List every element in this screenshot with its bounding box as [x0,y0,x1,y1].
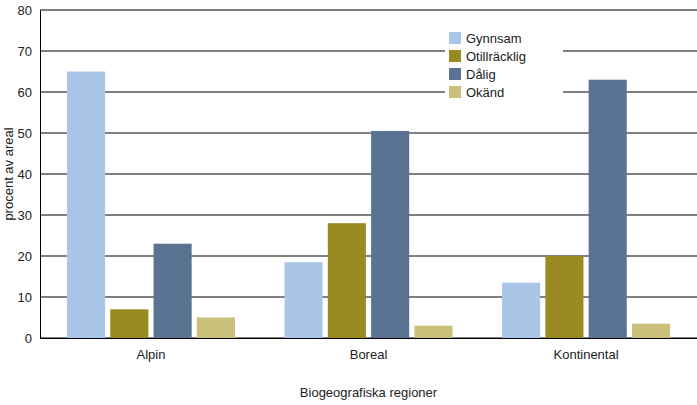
x-tick: Boreal [350,338,388,362]
legend-label: Gynnsam [466,31,522,46]
grid [40,10,697,338]
y-tick-label: 80 [18,3,32,18]
bar [67,72,105,339]
x-tick-label: Kontinental [554,347,619,362]
bar-series [154,80,627,338]
y-tick-label: 20 [18,249,32,264]
bar [414,326,452,338]
y-tick: 0 [25,331,40,346]
x-tick-label: Boreal [350,347,388,362]
legend-item: Gynnsam [449,31,522,46]
y-tick: 40 [18,167,40,182]
y-tick: 30 [18,208,40,223]
legend-label: Dålig [466,67,496,82]
bar [110,309,148,338]
plot: 0 10 20 30 40 50 60 70 80 Alpin Boreal Kontinental [18,3,697,363]
y-tick: 50 [18,126,40,141]
bar [589,80,627,338]
bars [67,72,670,339]
y-tick-label: 40 [18,167,32,182]
y-tick-label: 70 [18,44,32,59]
x-tick-label: Alpin [136,347,165,362]
legend-label: Okänd [466,85,504,100]
bar [328,223,366,338]
y-axis: 0 10 20 30 40 50 60 70 80 [18,3,41,346]
grid-line [40,51,697,52]
bar [197,318,235,339]
y-tick: 60 [18,85,40,100]
x-tick: Alpin [136,338,165,362]
bar-series [67,72,540,339]
legend-swatch [449,32,461,44]
y-tick: 10 [18,290,40,305]
x-axis: Alpin Boreal Kontinental [41,338,697,362]
x-tick: Kontinental [554,338,619,362]
legend-swatch [449,68,461,80]
y-tick-label: 60 [18,85,32,100]
bar [545,256,583,338]
x-axis-line [41,338,697,339]
legend-swatch [449,50,461,62]
bar [154,244,192,338]
legend-background [445,26,563,106]
y-tick-label: 50 [18,126,32,141]
bar-series [110,223,583,338]
y-tick-label: 10 [18,290,32,305]
legend-label: Otillräcklig [466,49,526,64]
chart: 0 10 20 30 40 50 60 70 80 Alpin Boreal Kontinental B… [0,0,697,405]
bar [285,262,323,338]
y-tick-label: 0 [25,331,32,346]
y-axis-line [40,11,41,339]
y-axis-title: procent av areal [1,127,16,220]
y-tick-label: 30 [18,208,32,223]
legend-item: Dålig [449,67,496,82]
legend-item: Okänd [449,85,504,100]
bar [632,324,670,338]
bar-series [197,318,670,339]
grid-line [40,10,697,11]
bar [371,131,409,338]
y-tick: 70 [18,44,40,59]
bar [502,283,540,338]
legend: Gynnsam Otillräcklig Dålig Okänd [445,26,563,106]
legend-swatch [449,86,461,98]
y-tick: 80 [18,3,40,18]
y-tick: 20 [18,249,40,264]
x-axis-title: Biogeografiska regioner [300,385,438,400]
legend-item: Otillräcklig [449,49,526,64]
